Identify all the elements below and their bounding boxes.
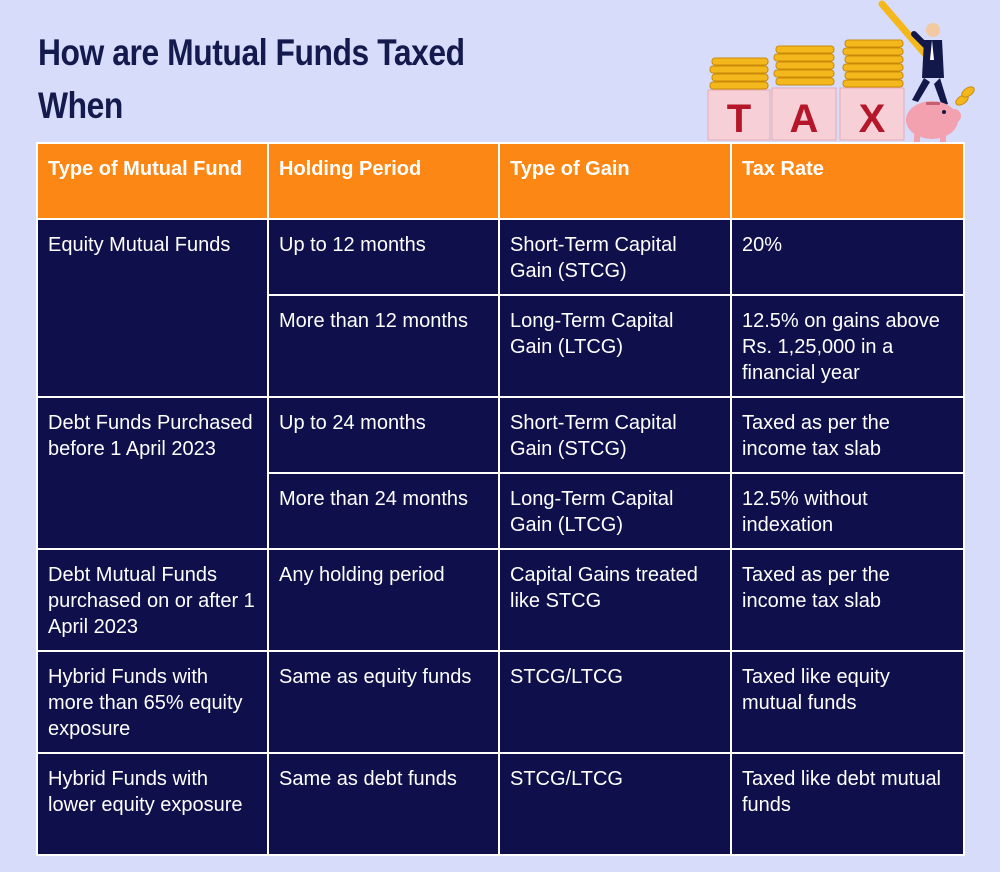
cell-fund-type: Debt Funds Purchased before 1 April 2023 — [36, 396, 269, 550]
cell-holding-period: More than 24 months — [267, 472, 500, 550]
header-gain-type: Type of Gain — [498, 142, 732, 220]
tax-letter-x: X — [859, 97, 886, 141]
cell-gain-type: STCG/LTCG — [498, 650, 732, 754]
header-holding-period: Holding Period — [267, 142, 500, 220]
cell-holding-period: More than 12 months — [267, 294, 500, 398]
cell-tax-rate: 12.5% without indexation — [730, 472, 965, 550]
cell-gain-type: Long-Term Capital Gain (LTCG) — [498, 294, 732, 398]
cell-tax-rate: Taxed like equity mutual funds — [730, 650, 965, 754]
cell-tax-rate: 12.5% on gains above Rs. 1,25,000 in a f… — [730, 294, 965, 398]
table-row: Hybrid Funds with lower equity exposure … — [36, 752, 965, 856]
cell-gain-type: Short-Term Capital Gain (STCG) — [498, 218, 732, 296]
header-tax-rate: Tax Rate — [730, 142, 965, 220]
table-row: More than 12 months Long-Term Capital Ga… — [37, 294, 965, 398]
header-fund-type: Type of Mutual Fund — [36, 142, 269, 220]
tax-table: Type of Mutual Fund Holding Period Type … — [36, 142, 965, 856]
cell-tax-rate: 20% — [730, 218, 965, 296]
table-row: More than 24 months Long-Term Capital Ga… — [37, 472, 965, 550]
cell-holding-period: Same as equity funds — [267, 650, 500, 754]
cell-fund-type: Hybrid Funds with lower equity exposure — [36, 752, 269, 856]
cell-tax-rate: Taxed like debt mutual funds — [730, 752, 965, 856]
cell-gain-type: STCG/LTCG — [498, 752, 732, 856]
cell-holding-period: Same as debt funds — [267, 752, 500, 856]
tax-letter-a: A — [790, 97, 819, 141]
piggy-bank-icon — [906, 86, 975, 142]
cell-holding-period: Up to 12 months — [267, 218, 500, 296]
cell-holding-period: Up to 24 months — [267, 396, 500, 474]
coin-stack-icon — [709, 39, 904, 90]
tax-letter-t: T — [727, 97, 751, 141]
businessman-icon — [878, 0, 948, 106]
tax-illustration: T A X — [707, 0, 975, 142]
cell-fund-type: Equity Mutual Funds — [36, 218, 269, 398]
cell-tax-rate: Taxed as per the income tax slab — [730, 396, 965, 474]
table-row: Hybrid Funds with more than 65% equity e… — [36, 650, 965, 754]
cell-gain-type: Long-Term Capital Gain (LTCG) — [498, 472, 732, 550]
cell-holding-period: Any holding period — [267, 548, 500, 652]
cell-tax-rate: Taxed as per the income tax slab — [730, 548, 965, 652]
table-row: Equity Mutual Funds Up to 12 months Shor… — [36, 218, 965, 398]
table-row: Debt Funds Purchased before 1 April 2023… — [36, 396, 965, 550]
cell-fund-type: Hybrid Funds with more than 65% equity e… — [36, 650, 269, 754]
table-header-row: Type of Mutual Fund Holding Period Type … — [36, 142, 965, 220]
cell-fund-type: Debt Mutual Funds purchased on or after … — [36, 548, 269, 652]
page-title-line-1: How are Mutual Funds Taxed When — [38, 32, 465, 126]
table-row: Debt Mutual Funds purchased on or after … — [36, 548, 965, 652]
tax-blocks-icon: T A X — [707, 87, 905, 141]
cell-gain-type: Capital Gains treated like STCG — [498, 548, 732, 652]
cell-gain-type: Short-Term Capital Gain (STCG) — [498, 396, 732, 474]
